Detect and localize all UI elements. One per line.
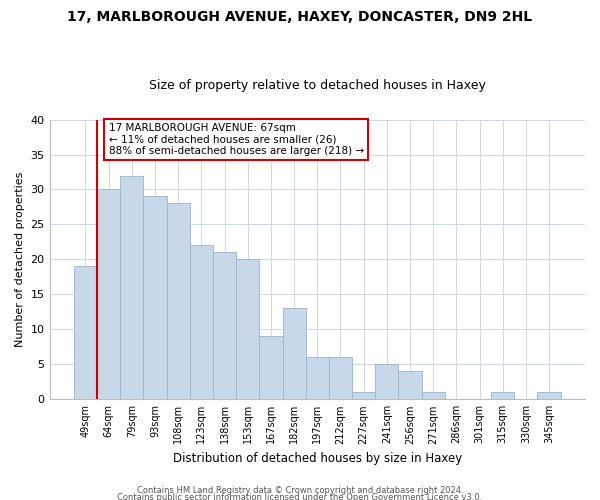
Bar: [190, 246, 213, 400]
Bar: [283, 308, 305, 400]
Text: 17, MARLBOROUGH AVENUE, HAXEY, DONCASTER, DN9 2HL: 17, MARLBOROUGH AVENUE, HAXEY, DONCASTER…: [67, 10, 533, 24]
Bar: [167, 204, 190, 400]
Bar: [74, 266, 97, 400]
Text: 17 MARLBOROUGH AVENUE: 67sqm
← 11% of detached houses are smaller (26)
88% of se: 17 MARLBOROUGH AVENUE: 67sqm ← 11% of de…: [109, 123, 364, 156]
Y-axis label: Number of detached properties: Number of detached properties: [15, 172, 25, 347]
Bar: [236, 260, 259, 400]
Bar: [538, 392, 560, 400]
Title: Size of property relative to detached houses in Haxey: Size of property relative to detached ho…: [149, 79, 486, 92]
Bar: [97, 190, 120, 400]
Bar: [329, 358, 352, 400]
Bar: [422, 392, 445, 400]
Text: Contains HM Land Registry data © Crown copyright and database right 2024.: Contains HM Land Registry data © Crown c…: [137, 486, 463, 495]
X-axis label: Distribution of detached houses by size in Haxey: Distribution of detached houses by size …: [173, 452, 462, 465]
Bar: [305, 358, 329, 400]
Bar: [120, 176, 143, 400]
Bar: [259, 336, 283, 400]
Bar: [213, 252, 236, 400]
Bar: [491, 392, 514, 400]
Text: Contains public sector information licensed under the Open Government Licence v3: Contains public sector information licen…: [118, 494, 482, 500]
Bar: [143, 196, 167, 400]
Bar: [375, 364, 398, 400]
Bar: [352, 392, 375, 400]
Bar: [398, 372, 422, 400]
